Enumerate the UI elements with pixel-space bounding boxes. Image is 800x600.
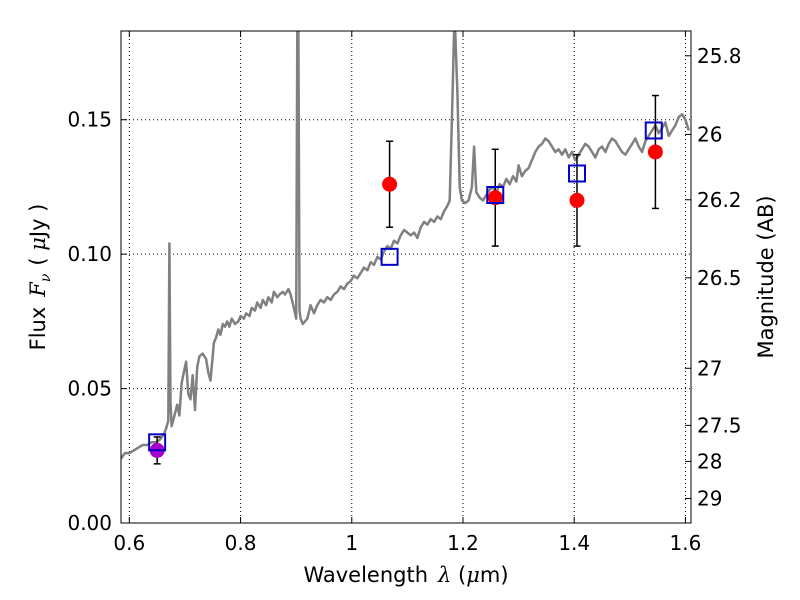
y-axis-label: FluxFν( μJy )	[26, 204, 54, 351]
model-points	[148, 121, 663, 452]
y2-tick-label: 27.5	[697, 413, 742, 437]
x-tick-label: 0.8	[225, 531, 257, 555]
axis-ticks: 0.6 0.8 1 1.2 1.4 1.6 0.00 0.05 0.10 0.15 25.8 26 26…	[67, 31, 742, 555]
y-tick-label: 0.00	[67, 511, 112, 535]
x-tick-label: 1	[345, 531, 358, 555]
observed-point	[569, 192, 585, 208]
y2-tick-label: 26.5	[697, 266, 742, 290]
x-tick-label: 1.2	[447, 531, 479, 555]
observed-point	[647, 144, 663, 160]
y2-tick-label: 28	[697, 449, 722, 473]
observed-points	[149, 144, 663, 458]
x-axis-label: Wavelength λ (μm)	[303, 563, 508, 587]
spectrum-line	[121, 31, 690, 460]
y-tick-label: 0.10	[67, 242, 112, 266]
grid-lines	[121, 31, 691, 524]
errorbar-layer	[153, 94, 659, 465]
y2-tick-label: 29	[697, 486, 722, 510]
x-tick-label: 0.6	[113, 531, 145, 555]
y2-tick-label: 26	[697, 122, 722, 146]
y2-tick-label: 25.8	[697, 44, 742, 68]
plot-frame	[120, 30, 692, 524]
x-tick-label: 1.6	[670, 531, 702, 555]
y-tick-label: 0.05	[67, 377, 112, 401]
y2-tick-label: 26.2	[697, 188, 742, 212]
x-tick-label: 1.4	[558, 531, 590, 555]
observed-point	[382, 176, 398, 192]
model-point	[380, 247, 399, 266]
model-point	[568, 164, 586, 183]
model-point	[486, 186, 505, 204]
model-point	[644, 121, 663, 140]
y2-tick-label: 27	[697, 356, 722, 380]
observed-point	[487, 190, 503, 206]
spectrum-layer	[121, 31, 690, 460]
secondary-y-axis-label: Magnitude (AB)	[754, 195, 778, 358]
y-tick-label: 0.15	[67, 108, 112, 132]
model-point	[148, 433, 167, 452]
